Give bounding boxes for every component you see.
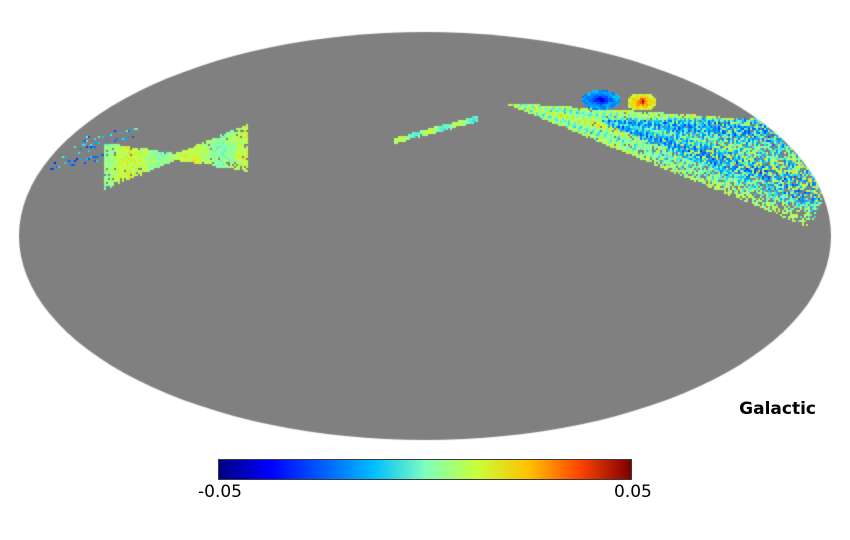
- colorbar: [218, 459, 632, 480]
- colorbar-min-label: -0.05: [198, 482, 242, 502]
- colorbar-gradient: [218, 459, 632, 480]
- coordinate-system-label: Galactic: [739, 399, 816, 419]
- colorbar-max-label: 0.05: [614, 482, 652, 502]
